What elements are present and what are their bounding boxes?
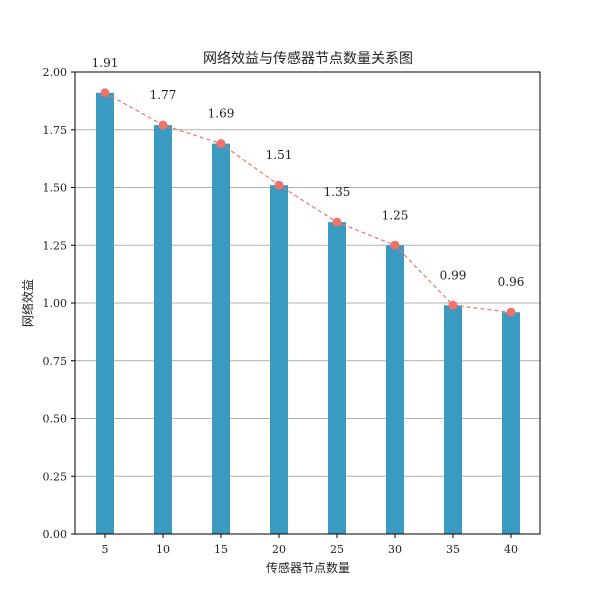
data-label: 0.96: [498, 275, 525, 289]
trend-point-5: [100, 88, 110, 98]
x-tick-label: 20: [272, 543, 286, 556]
bar-10: [154, 125, 172, 534]
trend-point-35: [448, 300, 458, 310]
bar-15: [212, 143, 230, 535]
trend-point-40: [506, 307, 516, 317]
x-axis-label: 传感器节点数量: [266, 560, 350, 575]
y-axis-label: 网络效益: [20, 279, 35, 327]
data-label-layer: 1.91 1.77 1.69 1.51 1.35 1.25 0.99 0.96: [92, 56, 525, 289]
x-tick-label: 40: [504, 543, 518, 556]
y-tick-label: 0.50: [43, 413, 68, 426]
bar-20: [270, 185, 288, 534]
x-tick-label: 35: [446, 543, 460, 556]
data-label: 1.91: [92, 56, 119, 70]
bar-25: [328, 222, 346, 534]
y-tick-label: 2.00: [43, 66, 68, 79]
x-tick-label: 15: [214, 543, 228, 556]
trend-point-20: [274, 180, 284, 190]
y-tick-label: 1.75: [43, 124, 68, 137]
trend-point-25: [332, 217, 342, 227]
data-label: 1.35: [324, 185, 351, 199]
bar-5: [96, 92, 114, 534]
x-tick-label: 5: [102, 543, 109, 556]
grid-layer: [75, 71, 540, 535]
y-tick-label: 1.50: [43, 182, 68, 195]
data-label: 1.77: [150, 88, 177, 102]
data-label: 0.99: [440, 268, 467, 282]
bar-layer: [96, 92, 520, 535]
trend-point-15: [216, 139, 226, 149]
data-label: 1.51: [266, 148, 293, 162]
bar-40: [502, 312, 520, 534]
line-layer: [100, 88, 516, 317]
x-tick-label: 25: [330, 543, 344, 556]
y-tick-label: 1.00: [43, 297, 68, 310]
bar-35: [444, 305, 462, 534]
x-tick-label: 10: [156, 543, 170, 556]
y-tick-label: 0.75: [43, 355, 68, 368]
tick-layer: 0.00 0.25 0.50 0.75 1.00 1.25 1.50 1.75 2.00 5 10 1…: [43, 66, 519, 556]
trend-point-10: [158, 120, 168, 130]
y-tick-label: 1.25: [43, 239, 68, 252]
y-tick-label: 0.00: [43, 528, 68, 541]
trend-point-30: [390, 240, 400, 250]
trend-line: [104, 92, 512, 313]
x-tick-label: 30: [388, 543, 402, 556]
chart-title: 网络效益与传感器节点数量关系图: [203, 50, 413, 67]
data-label: 1.69: [208, 107, 235, 121]
y-tick-label: 0.25: [43, 470, 68, 483]
bar-30: [386, 245, 404, 534]
data-label: 1.25: [382, 208, 409, 222]
